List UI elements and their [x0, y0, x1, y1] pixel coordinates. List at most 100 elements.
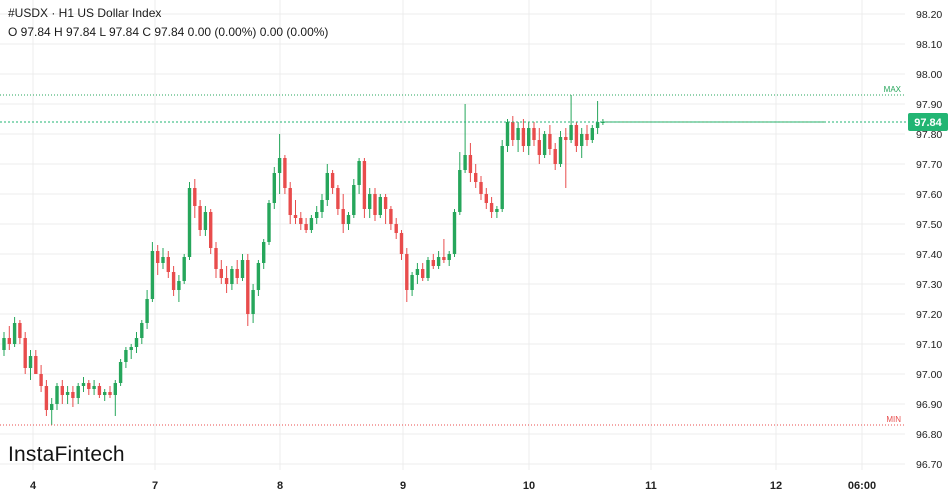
candle-body [145, 299, 149, 323]
candle-body [235, 269, 239, 278]
candle-body [277, 158, 282, 173]
candle-body [569, 125, 573, 140]
candle-series [2, 95, 824, 425]
candle-body [474, 173, 478, 182]
candle-body [564, 137, 568, 140]
candle-body [458, 170, 462, 212]
candle-body [272, 173, 276, 203]
candle-body [558, 137, 563, 164]
candle-body [34, 356, 38, 374]
time-tick-label: 12 [770, 480, 782, 492]
min-label: MIN [886, 415, 901, 424]
candle-body [399, 233, 404, 254]
price-tick-label: 96.80 [916, 429, 942, 441]
candle-body [378, 197, 382, 215]
current-price-tag [908, 113, 948, 131]
candle-body [87, 383, 91, 389]
candle-body [505, 122, 510, 146]
ohlc-readout: O 97.84 H 97.84 L 97.84 C 97.84 0.00 (0.… [8, 25, 329, 39]
candle-body [193, 188, 197, 206]
candle-body [431, 260, 435, 266]
candle-body [44, 386, 49, 410]
candle-body [209, 212, 213, 248]
candle-body [97, 386, 102, 395]
current-price-label: 97.84 [914, 117, 942, 129]
time-tick-label: 8 [277, 480, 283, 492]
candle-body [527, 128, 531, 146]
price-tick-label: 97.60 [916, 189, 942, 201]
price-tick-label: 97.50 [916, 219, 942, 231]
candle-body [2, 338, 6, 350]
candle-body [214, 248, 218, 269]
candle-body [161, 257, 165, 263]
candle-body [71, 392, 75, 398]
price-tick-label: 97.30 [916, 279, 942, 291]
candle-body [309, 218, 314, 230]
candle-body [447, 254, 451, 260]
candle-body [65, 392, 70, 395]
candle-body [463, 155, 467, 170]
price-tick-label: 98.10 [916, 39, 942, 51]
brand-logo: InstaFintech [8, 443, 125, 466]
candle-body [256, 263, 261, 290]
candle-body [12, 323, 17, 344]
candle-body [288, 188, 292, 215]
candle-body [81, 383, 86, 386]
candle-body [320, 200, 324, 212]
time-tick-label: 11 [645, 480, 657, 492]
price-tick-label: 98.00 [916, 69, 942, 81]
candle-body [240, 260, 245, 278]
time-tick-label: 7 [152, 480, 158, 492]
time-tick-label: 9 [400, 480, 406, 492]
grid-lines [0, 0, 905, 470]
candle-body [224, 278, 229, 284]
time-tick-label: 10 [523, 480, 535, 492]
candle-body [129, 347, 133, 350]
candle-body [548, 134, 552, 149]
candle-body [436, 257, 441, 266]
price-tick-label: 96.70 [916, 459, 942, 471]
candle-body [590, 128, 594, 140]
candle-body [103, 392, 107, 395]
candle-body [7, 338, 11, 344]
candle-body [203, 212, 208, 230]
candle-body [479, 182, 483, 194]
candle-body [452, 212, 457, 254]
candle-body [76, 386, 80, 398]
candle-body [39, 374, 43, 386]
price-tick-label: 97.00 [916, 369, 942, 381]
candle-body [283, 158, 287, 188]
candle-body [346, 215, 351, 224]
candle-body [166, 257, 170, 272]
candle-body [336, 188, 340, 209]
candle-body [357, 161, 361, 185]
candle-body [198, 206, 202, 230]
price-tick-label: 97.90 [916, 99, 942, 111]
candle-body [415, 269, 420, 275]
candle-body [362, 161, 367, 209]
candle-body [468, 155, 473, 173]
candle-body [171, 272, 176, 290]
candle-body [484, 194, 488, 203]
candle-body [442, 257, 446, 260]
max-label: MAX [884, 85, 902, 94]
candle-body [315, 212, 319, 218]
candle-body [156, 251, 160, 263]
candle-body [330, 173, 335, 188]
price-tick-label: 97.70 [916, 159, 942, 171]
price-tick-label: 97.10 [916, 339, 942, 351]
price-axis: 98.20 98.10 98.00 97.90 97.80 97.70 97.60 97.50… [916, 9, 942, 471]
candle-body [421, 269, 425, 278]
candle-body [368, 194, 372, 209]
level-lines: MAX MIN 97.84 [0, 85, 948, 426]
candle-body [304, 224, 308, 230]
candle-body [246, 260, 250, 314]
candle-body [585, 134, 589, 140]
candle-body [299, 218, 303, 224]
candle-body [118, 362, 123, 383]
chart-title: #USDX · H1 US Dollar Index [8, 6, 162, 20]
candle-body [18, 323, 22, 338]
price-tick-label: 98.20 [916, 9, 942, 21]
candle-body [511, 122, 515, 140]
